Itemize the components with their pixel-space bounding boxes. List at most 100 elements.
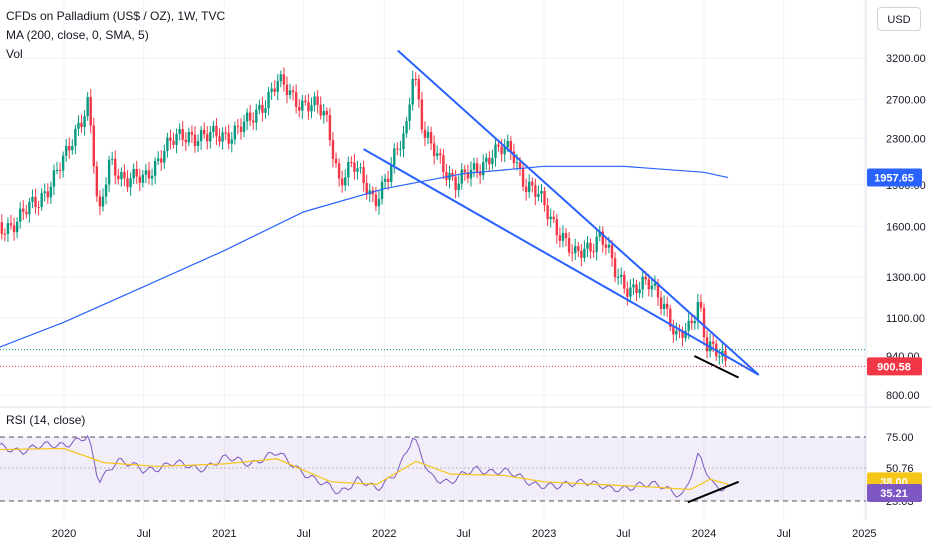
candle-body: [681, 331, 684, 339]
candle-body: [662, 303, 666, 309]
time-tick-label: 2023: [532, 528, 556, 540]
candle-body: [521, 168, 525, 187]
candle-body: [331, 140, 335, 159]
candle-body: [80, 122, 83, 128]
candle-body: [175, 133, 178, 145]
candle-body: [488, 157, 491, 165]
time-tick-label: Jul: [616, 528, 630, 540]
candle-body: [555, 219, 559, 236]
candle-body: [282, 74, 286, 85]
candle-body: [55, 169, 59, 171]
candle-body: [77, 122, 80, 129]
candle-body: [687, 320, 690, 331]
candle-body: [666, 303, 669, 309]
candle-body: [25, 211, 28, 215]
candle-body: [558, 235, 562, 241]
candle-body: [482, 162, 485, 176]
candle-body: [684, 330, 687, 339]
candle-body: [693, 320, 697, 324]
candle-body: [644, 276, 647, 280]
candle-body: [319, 104, 322, 116]
candle-body: [570, 252, 574, 254]
candle-body: [429, 132, 433, 144]
candle-body: [307, 102, 310, 112]
time-tick-label: Jul: [777, 528, 791, 540]
candle-body: [469, 169, 473, 179]
candle-body: [166, 137, 169, 151]
rsi-line: [0, 434, 726, 498]
candle-body: [132, 168, 135, 179]
candle-body: [71, 146, 74, 151]
price-axis[interactable]: 800.00940.001100.001300.001600.001900.00…: [886, 53, 926, 402]
ma-indicator-label[interactable]: MA (200, close, 0, SMA, 5): [6, 28, 149, 42]
rsi-tick-label: 75.00: [886, 432, 914, 444]
candle-body: [52, 170, 56, 187]
candle-body: [466, 172, 470, 179]
rsi-value-badge: 35.21: [880, 488, 908, 500]
candles[interactable]: [0, 67, 727, 367]
candle-body: [417, 79, 421, 100]
candle-body: [147, 170, 151, 179]
candle-body: [160, 158, 163, 163]
candle-body: [675, 330, 678, 335]
candle-body: [141, 174, 145, 183]
candle-body: [212, 125, 215, 132]
candle-body: [650, 285, 654, 290]
candle-body: [491, 158, 494, 165]
candle-body: [224, 132, 227, 134]
candle-body: [610, 244, 614, 259]
candle-body: [34, 196, 37, 208]
candle-body: [298, 107, 301, 111]
time-axis[interactable]: 2020 Jul 2021 Jul 2022 Jul 2023 Jul 2024 Jul 2025: [52, 528, 877, 540]
candle-body: [635, 284, 638, 294]
candle-body: [629, 287, 632, 297]
candle-body: [699, 301, 703, 308]
candle-body: [0, 222, 3, 234]
candle-body: [567, 238, 571, 253]
candle-body: [564, 233, 568, 239]
candle-body: [512, 151, 516, 164]
candle-body: [408, 104, 411, 122]
candle-body: [215, 125, 218, 137]
candle-body: [518, 162, 522, 169]
candle-body: [711, 341, 715, 344]
candle-body: [209, 131, 212, 142]
time-tick-label: Jul: [137, 528, 151, 540]
candle-body: [702, 307, 706, 338]
candle-body: [454, 176, 457, 191]
candle-body: [577, 246, 580, 251]
candle-body: [494, 144, 497, 159]
candle-body: [543, 190, 546, 206]
candle-body: [340, 178, 344, 186]
candle-body: [613, 258, 617, 278]
candle-body: [402, 133, 405, 150]
candle-body: [540, 190, 543, 194]
time-tick-label: 2021: [212, 528, 236, 540]
candle-body: [426, 132, 430, 138]
rsi-fill: [0, 437, 866, 501]
candle-body: [503, 147, 506, 155]
overlays[interactable]: [0, 49, 866, 379]
candle-body: [101, 196, 105, 207]
currency-button[interactable]: USD: [877, 7, 921, 31]
candle-body: [432, 143, 436, 157]
candle-body: [114, 158, 117, 176]
candle-body: [436, 153, 439, 157]
candle-body: [110, 158, 114, 160]
candle-body: [497, 144, 500, 147]
candle-body: [291, 90, 295, 93]
candle-body: [451, 172, 454, 177]
candle-body: [129, 178, 132, 188]
rsi-indicator-label[interactable]: RSI (14, close): [6, 413, 86, 427]
candle-body: [218, 136, 221, 142]
candle-body: [390, 165, 393, 182]
volume-indicator-label[interactable]: Vol: [6, 47, 23, 61]
candle-body: [156, 158, 160, 161]
candle-body: [276, 81, 279, 92]
candle-body: [288, 90, 292, 96]
candle-body: [515, 162, 519, 164]
candle-body: [377, 199, 381, 207]
candle-body: [442, 155, 445, 173]
